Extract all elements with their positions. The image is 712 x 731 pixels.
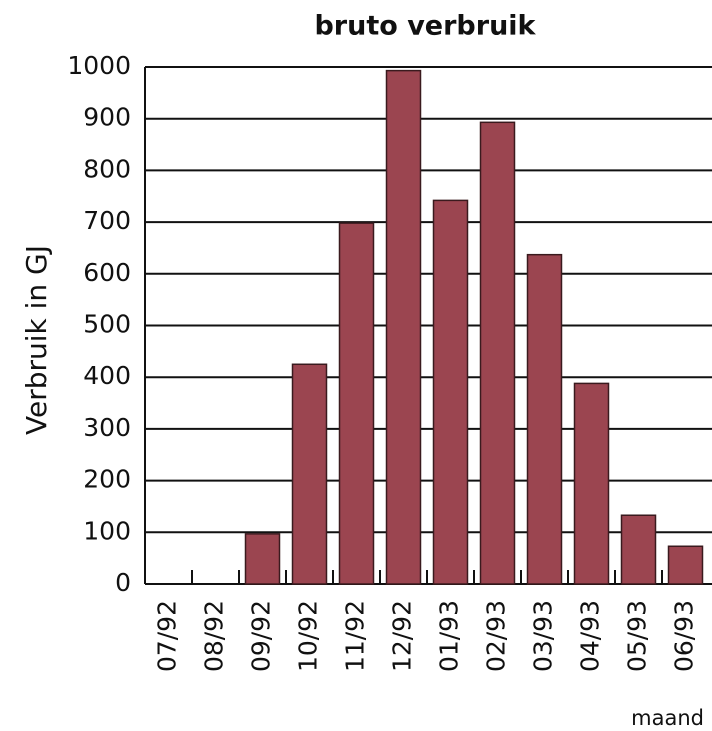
y-tick-label: 300 — [83, 413, 131, 442]
y-tick-label: 600 — [83, 258, 131, 287]
x-tick-label: 11/92 — [341, 600, 370, 672]
y-axis-label: Verbruik in GJ — [20, 245, 53, 435]
y-tick-label: 0 — [115, 568, 131, 597]
y-tick-label: 1000 — [67, 51, 131, 80]
x-tick-label: 04/93 — [576, 600, 605, 672]
bar — [432, 199, 469, 585]
bar — [338, 222, 375, 585]
y-tick-label: 100 — [83, 516, 131, 545]
x-tick-label: 06/93 — [670, 600, 699, 672]
x-tick-label: 10/92 — [294, 600, 323, 672]
bar — [573, 382, 610, 585]
chart-title: bruto verbruik — [314, 11, 536, 42]
x-tick-label: 03/93 — [529, 600, 558, 672]
x-axis-label: maand — [631, 706, 704, 730]
bar — [385, 69, 422, 585]
y-tick-label: 400 — [83, 361, 131, 390]
x-tick-label: 07/92 — [153, 600, 182, 672]
y-tick-label: 500 — [83, 310, 131, 339]
bar — [667, 545, 704, 585]
x-tick-label: 12/92 — [388, 600, 417, 672]
bar — [291, 363, 328, 585]
y-tick-label: 700 — [83, 206, 131, 235]
bar — [244, 533, 281, 585]
y-tick-label: 900 — [83, 103, 131, 132]
x-tick-label: 08/92 — [200, 600, 229, 672]
bar — [479, 121, 516, 585]
bar — [620, 514, 657, 585]
y-tick-label: 800 — [83, 154, 131, 183]
bar — [526, 253, 563, 585]
y-tick-label: 200 — [83, 465, 131, 494]
x-tick-label: 05/93 — [623, 600, 652, 672]
x-tick-label: 02/93 — [482, 600, 511, 672]
x-tick-label: 01/93 — [435, 600, 464, 672]
x-tick-label: 09/92 — [247, 600, 276, 672]
